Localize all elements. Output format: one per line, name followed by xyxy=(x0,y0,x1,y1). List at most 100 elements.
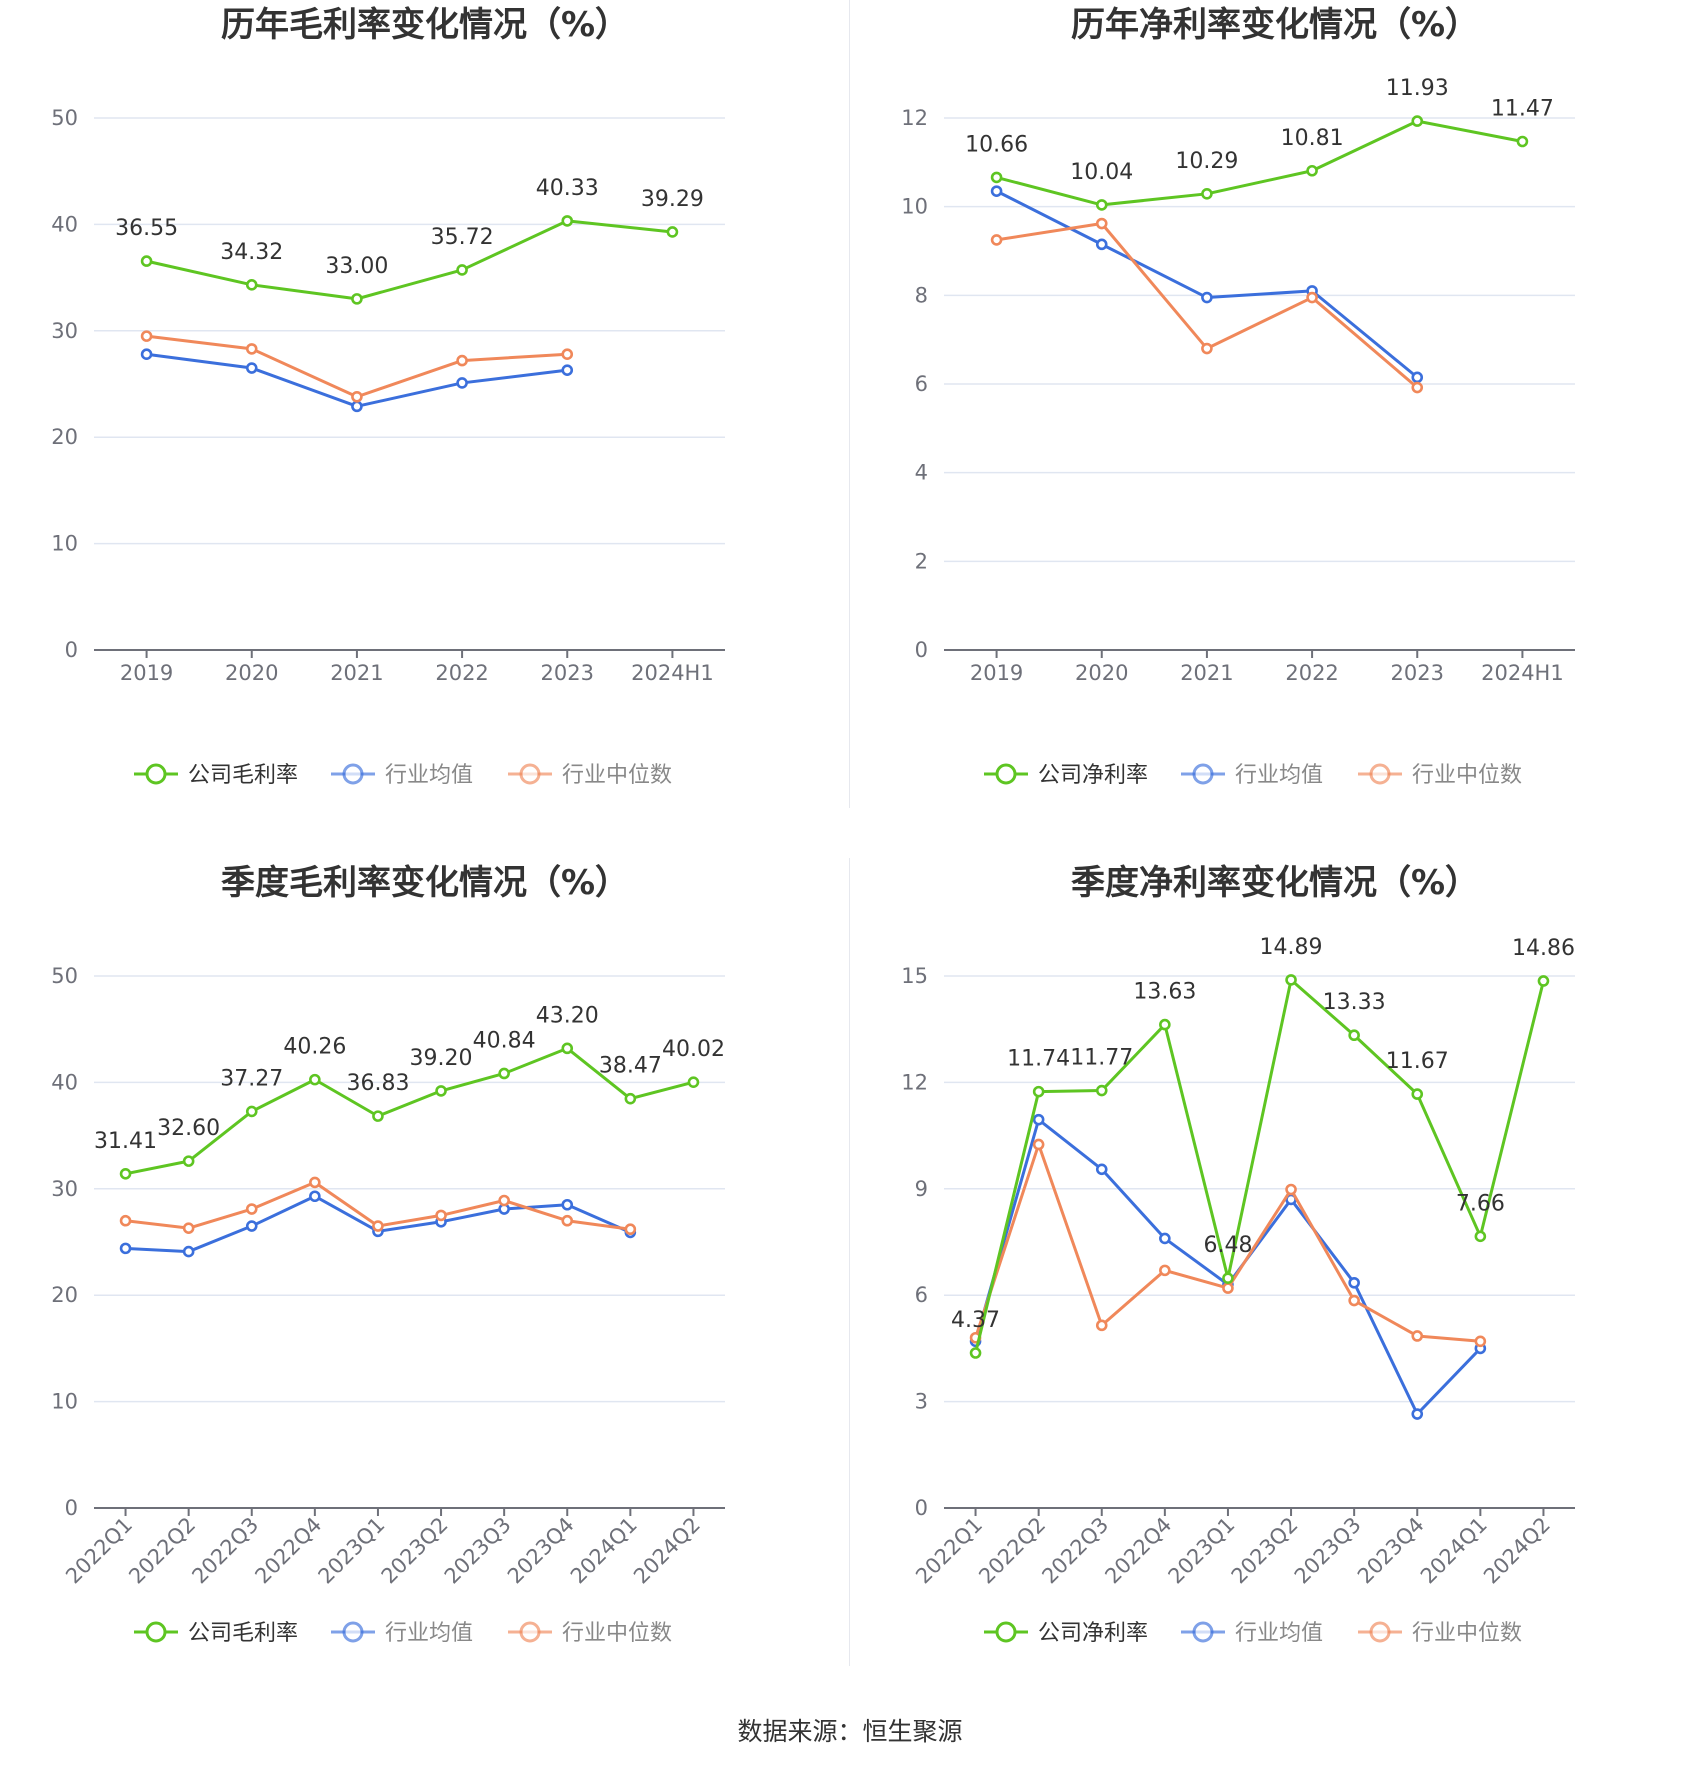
chart-quarterly-gross-margin: 季度毛利率变化情况（%）010203040502022Q12022Q22022Q… xyxy=(51,863,725,1646)
x-tick-label: 2023Q4 xyxy=(1353,1513,1429,1589)
data-point-company xyxy=(140,255,153,267)
data-point-company xyxy=(561,215,574,227)
legend-label: 公司净利率 xyxy=(1038,1621,1148,1646)
y-tick-label: 20 xyxy=(51,425,78,449)
data-point-industry-avg xyxy=(561,364,574,376)
data-point-industry-avg xyxy=(561,1198,574,1211)
y-tick-label: 12 xyxy=(901,1070,928,1094)
legend-marker xyxy=(342,763,364,785)
x-tick-label: 2023 xyxy=(1391,661,1444,685)
legend-label: 公司毛利率 xyxy=(188,1621,298,1646)
data-point-company xyxy=(969,1347,982,1359)
x-tick-label: 2020 xyxy=(1075,661,1128,685)
panel-divider-top xyxy=(849,0,850,808)
y-tick-label: 30 xyxy=(51,1177,78,1201)
legend-item-company[interactable]: 公司净利率 xyxy=(984,763,1148,788)
data-point-industry-median xyxy=(119,1214,132,1227)
y-tick-label: 0 xyxy=(65,1496,78,1520)
legend-item-industry-avg[interactable]: 行业均值 xyxy=(331,763,473,788)
data-point-industry-median xyxy=(1285,1183,1297,1196)
legend-marker xyxy=(145,1621,167,1643)
data-point-industry-median xyxy=(1411,1330,1424,1342)
y-tick-label: 0 xyxy=(915,1496,928,1520)
series-line-industry-median xyxy=(996,222,1419,389)
data-point-company xyxy=(1411,1088,1424,1100)
data-label: 40.84 xyxy=(473,1028,536,1053)
x-tick-label: 2022Q3 xyxy=(187,1513,263,1589)
data-label: 31.41 xyxy=(94,1129,157,1154)
legend-marker xyxy=(1192,1621,1214,1643)
x-tick-label: 2023Q1 xyxy=(1164,1513,1240,1589)
legend-item-industry-median[interactable]: 行业中位数 xyxy=(508,1621,672,1646)
data-point-industry-median xyxy=(1411,381,1424,394)
legend-item-company[interactable]: 公司毛利率 xyxy=(134,763,298,788)
data-point-industry-median xyxy=(435,1209,447,1222)
legend-item-industry-avg[interactable]: 行业均值 xyxy=(1181,1621,1323,1646)
data-point-industry-avg xyxy=(1095,238,1108,251)
data-point-industry-median xyxy=(351,390,363,403)
data-label: 33.00 xyxy=(325,254,388,279)
x-tick-label: 2023Q3 xyxy=(1290,1513,1366,1589)
legend-item-industry-median[interactable]: 行业中位数 xyxy=(508,763,672,788)
data-point-industry-median xyxy=(456,354,468,367)
legend-marker xyxy=(1192,763,1214,785)
data-point-industry-median xyxy=(561,348,574,361)
data-label: 7.66 xyxy=(1456,1191,1505,1216)
data-label: 10.04 xyxy=(1070,160,1133,185)
data-point-company xyxy=(309,1073,321,1086)
y-tick-label: 2 xyxy=(915,549,928,573)
legend-item-company[interactable]: 公司毛利率 xyxy=(134,1621,298,1646)
legend-item-company[interactable]: 公司净利率 xyxy=(984,1621,1148,1646)
y-tick-label: 20 xyxy=(51,1283,78,1307)
data-point-industry-avg xyxy=(140,348,153,361)
legend-marker xyxy=(145,763,167,785)
data-label: 39.20 xyxy=(410,1046,473,1071)
y-tick-label: 9 xyxy=(915,1177,928,1201)
data-point-industry-avg xyxy=(309,1190,321,1203)
legend-item-industry-median[interactable]: 行业中位数 xyxy=(1358,763,1522,788)
data-label: 11.74 xyxy=(1007,1047,1070,1072)
data-point-company xyxy=(1306,164,1318,177)
legend-item-industry-avg[interactable]: 行业均值 xyxy=(1181,763,1323,788)
data-point-company xyxy=(990,171,1003,184)
legend-label: 公司净利率 xyxy=(1038,763,1148,788)
y-tick-label: 10 xyxy=(901,195,928,219)
data-point-industry-median xyxy=(245,1203,258,1215)
data-point-industry-avg xyxy=(119,1242,132,1255)
legend-marker xyxy=(1369,763,1391,785)
data-point-industry-median xyxy=(1095,1319,1108,1332)
legend-item-industry-avg[interactable]: 行业均值 xyxy=(331,1621,473,1646)
chart-title: 季度毛利率变化情况（%） xyxy=(221,863,629,903)
x-tick-label: 2024H1 xyxy=(631,661,714,685)
y-tick-label: 50 xyxy=(51,964,78,988)
data-label: 38.47 xyxy=(599,1054,662,1079)
y-tick-label: 3 xyxy=(915,1390,928,1414)
data-point-company xyxy=(1095,1084,1108,1097)
x-tick-label: 2023Q2 xyxy=(377,1513,453,1589)
data-point-industry-median xyxy=(309,1176,321,1189)
y-tick-label: 10 xyxy=(51,532,78,556)
x-tick-label: 2020 xyxy=(225,661,278,685)
data-point-industry-median xyxy=(498,1194,510,1207)
data-point-company xyxy=(1285,974,1297,986)
data-label: 37.27 xyxy=(220,1066,283,1091)
data-point-industry-median xyxy=(372,1220,384,1232)
data-point-industry-median xyxy=(624,1223,637,1236)
data-point-industry-avg xyxy=(245,1220,258,1232)
chart-quarterly-net-margin: 季度净利率变化情况（%）036912152022Q12022Q22022Q320… xyxy=(901,863,1575,1646)
data-label: 40.02 xyxy=(662,1037,725,1062)
data-label: 6.48 xyxy=(1203,1233,1252,1258)
data-point-company xyxy=(182,1155,195,1167)
data-label: 10.29 xyxy=(1175,149,1238,174)
data-point-industry-median xyxy=(182,1222,195,1234)
legend-label: 行业中位数 xyxy=(562,1621,672,1646)
data-point-company xyxy=(1516,135,1529,148)
legend-item-industry-median[interactable]: 行业中位数 xyxy=(1358,1621,1522,1646)
data-point-company xyxy=(498,1067,510,1080)
y-tick-label: 12 xyxy=(901,106,928,130)
data-label: 11.67 xyxy=(1386,1049,1449,1074)
legend-marker xyxy=(995,1621,1017,1643)
legend-marker xyxy=(995,763,1017,785)
x-tick-label: 2023Q4 xyxy=(503,1513,579,1589)
x-tick-label: 2021 xyxy=(1180,661,1233,685)
